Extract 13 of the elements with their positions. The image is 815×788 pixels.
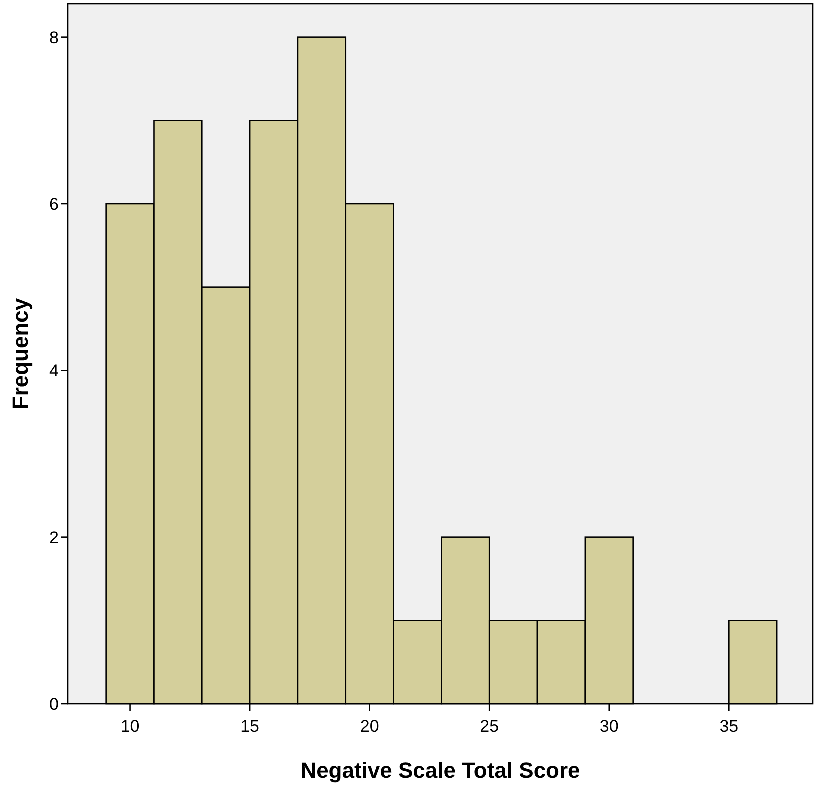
x-tick-label: 30 xyxy=(600,717,619,736)
x-tick-label: 35 xyxy=(720,717,739,736)
y-tick-label: 8 xyxy=(50,28,59,48)
y-tick-label: 4 xyxy=(50,362,59,381)
y-tick-label: 2 xyxy=(50,528,59,548)
x-tick-label: 15 xyxy=(240,717,260,736)
x-tick-label: 20 xyxy=(360,717,380,736)
y-tick-label: 6 xyxy=(50,194,59,214)
x-tick-label: 10 xyxy=(120,717,140,736)
y-tick-label: 0 xyxy=(50,694,59,714)
y-axis-title: Frequency xyxy=(8,298,33,410)
x-tick-label: 25 xyxy=(480,717,500,736)
x-axis-title: Negative Scale Total Score xyxy=(300,758,580,783)
